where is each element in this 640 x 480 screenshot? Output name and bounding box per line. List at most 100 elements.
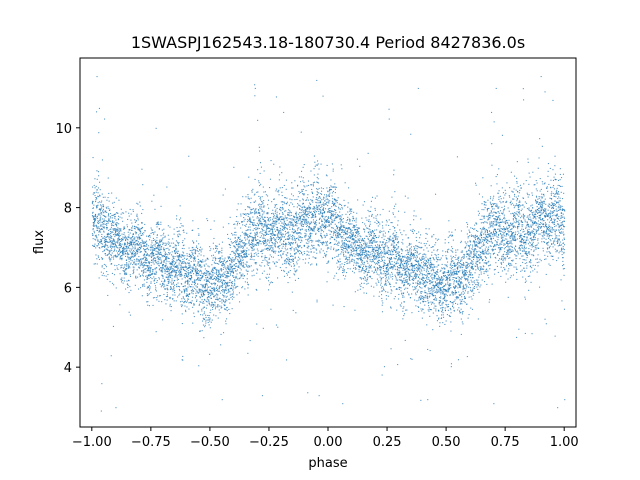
data-point [273,225,275,227]
data-point [120,228,122,230]
data-point [271,250,273,252]
data-point [115,231,117,233]
data-point [294,239,296,241]
data-point [238,243,240,245]
data-point [245,234,247,236]
data-point [106,223,108,225]
data-point [119,252,121,254]
data-point [117,238,119,240]
data-point [94,238,96,240]
data-point [106,241,108,243]
data-point [188,277,190,279]
data-point [316,191,318,193]
data-point [176,231,178,233]
data-point [338,241,340,243]
data-point [228,267,230,269]
data-point [272,249,274,251]
data-point [214,267,216,269]
data-point [208,315,210,317]
data-point [175,261,177,263]
data-point [218,270,220,272]
data-point [116,225,118,227]
data-point [276,229,278,231]
data-point [250,221,252,223]
data-point [117,227,119,229]
data-point [130,249,132,251]
data-point [250,256,252,258]
data-point [150,249,152,251]
data-point [127,284,129,286]
data-point [197,277,199,279]
data-point [279,166,281,168]
data-point [302,203,304,205]
data-point [332,215,334,217]
data-point [149,236,151,238]
data-point [217,257,219,259]
data-point [118,264,120,266]
data-point [280,231,282,233]
data-point [186,253,188,255]
data-point [288,243,290,245]
data-point [168,270,170,272]
data-point [258,211,260,213]
data-point [284,223,286,225]
data-point [192,286,194,288]
data-point [107,177,109,179]
data-point [273,163,275,165]
data-point [214,304,216,306]
data-point [301,251,303,253]
data-point [346,227,348,229]
data-point [210,297,212,299]
data-point [278,219,280,221]
data-point [205,300,207,302]
data-point [190,302,192,304]
data-point [95,218,97,220]
data-point [168,281,170,283]
data-point [350,232,352,234]
data-point [324,221,326,223]
data-point [295,271,297,273]
data-point [172,294,174,296]
data-point [293,250,295,252]
data-point [340,219,342,221]
data-point [308,207,310,209]
data-point [132,225,134,227]
data-point [193,316,195,318]
data-point [218,260,220,262]
data-point [121,257,123,259]
data-point [266,260,268,262]
data-point [147,269,149,271]
data-point [118,254,120,256]
data-point [220,333,222,335]
data-point [140,231,142,233]
data-point [315,257,317,259]
data-point [185,273,187,275]
data-point [112,256,114,258]
data-point [137,276,139,278]
data-point [163,268,165,270]
data-point [342,242,344,244]
data-point [181,273,183,275]
data-point [256,289,258,291]
data-point [334,239,336,241]
data-point [281,191,283,193]
data-point [185,265,187,267]
data-point [116,234,118,236]
data-point [108,237,110,239]
data-point [158,252,160,254]
data-point [256,216,258,218]
data-point [171,270,173,272]
data-point [290,218,292,220]
data-point [338,253,340,255]
data-point [111,214,113,216]
data-point [173,242,175,244]
data-point [298,213,300,215]
data-point [342,269,344,271]
data-point [327,208,329,210]
data-point [152,272,154,274]
data-point [128,215,130,217]
data-point [148,293,150,295]
data-point [211,270,213,272]
data-point [339,264,341,266]
data-point [337,266,339,268]
